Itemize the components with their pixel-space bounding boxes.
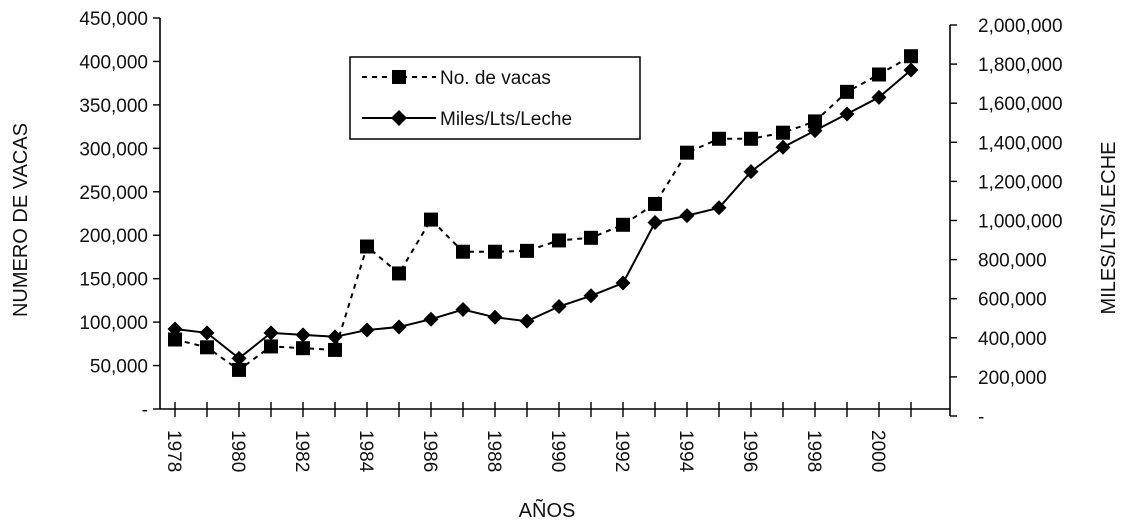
vacas-point	[296, 341, 310, 356]
x-ticks: 1978 1980 1982 1984 1986 1988 1990 1992 1994 1996…	[163, 402, 912, 473]
right-y-tick-label: -	[978, 407, 984, 428]
vacas-point	[904, 49, 918, 64]
leche-point	[487, 309, 503, 325]
leche-point	[199, 325, 215, 341]
right-y-tick-label: 800,000	[978, 251, 1047, 272]
x-tick-label: 1996	[739, 430, 760, 472]
right-y-tick-label: 1,400,000	[978, 133, 1063, 154]
vacas-point	[872, 67, 886, 82]
vacas-point	[232, 362, 246, 377]
vacas-point	[328, 342, 342, 357]
leche-point	[455, 301, 471, 317]
leche-point	[711, 200, 727, 216]
left-y-tick-label: 200,000	[79, 226, 148, 247]
vacas-point	[456, 244, 470, 259]
legend-label-leche: Miles/Lts/Leche	[440, 109, 572, 130]
vacas-point	[360, 239, 374, 254]
leche-point	[615, 275, 631, 291]
x-tick-label: 2000	[867, 430, 888, 472]
leche-point	[423, 311, 439, 327]
vacas-point	[200, 340, 214, 355]
left-y-tick-label: 300,000	[79, 139, 148, 160]
right-y-ticks: - 200,000 400,000 600,000 800,000 1,000,000 1,…	[950, 16, 1063, 428]
x-tick-label: 1988	[483, 430, 504, 472]
x-tick-label: 1978	[163, 430, 184, 472]
x-tick-label: 1992	[611, 430, 632, 472]
legend: No. de vacas Miles/Lts/Leche	[349, 56, 641, 140]
leche-point	[391, 319, 407, 335]
left-y-tick-label: 50,000	[90, 357, 148, 378]
vacas-point	[776, 125, 790, 140]
right-y-tick-label: 1,000,000	[978, 212, 1063, 233]
vacas-point	[392, 266, 406, 281]
vacas-point	[712, 131, 726, 146]
legend-square-marker	[392, 70, 406, 84]
right-y-tick-label: 1,600,000	[978, 94, 1063, 115]
vacas-point	[808, 114, 822, 129]
x-tick-label: 1998	[803, 430, 824, 472]
right-y-tick-label: 400,000	[978, 329, 1047, 350]
right-y-tick-label: 200,000	[978, 368, 1047, 389]
leche-point	[647, 214, 663, 230]
right-y-tick-label: 600,000	[978, 290, 1047, 311]
leche-point	[871, 89, 887, 105]
vacas-point	[840, 84, 854, 99]
x-tick-label: 1994	[675, 430, 696, 473]
vacas-point	[584, 230, 598, 245]
x-tick-label: 1982	[291, 430, 312, 472]
leche-point	[807, 123, 823, 139]
x-tick-label: 1986	[419, 430, 440, 472]
leche-point	[167, 321, 183, 337]
x-tick-label: 1980	[227, 430, 248, 472]
left-y-tick-label: 350,000	[79, 96, 148, 117]
leche-point	[903, 62, 919, 78]
left-y-axis-title: NUMERO DE VACAS	[10, 123, 32, 317]
vacas-point	[488, 244, 502, 259]
vacas-point	[552, 233, 566, 248]
leche-point	[519, 313, 535, 329]
vacas-point	[648, 196, 662, 211]
vacas-point	[168, 332, 182, 347]
leche-point	[679, 208, 695, 224]
vacas-point	[680, 145, 694, 160]
leche-point	[775, 139, 791, 155]
vacas-point	[520, 243, 534, 258]
x-tick-label: 1990	[547, 430, 568, 472]
left-y-tick-label: 400,000	[79, 52, 148, 73]
leche-point	[583, 288, 599, 304]
leche-point	[327, 329, 343, 345]
left-y-tick-label: 100,000	[79, 313, 148, 334]
vacas-point	[264, 339, 278, 354]
vacas-point	[424, 212, 438, 227]
leche-point	[263, 325, 279, 341]
vacas-point	[744, 131, 758, 146]
leche-point	[359, 322, 375, 338]
legend-label-vacas: No. de vacas	[440, 68, 551, 89]
left-y-ticks: - 50,000 100,000 150,000 200,000 250,000 300,0…	[79, 9, 160, 421]
leche-point	[839, 106, 855, 122]
x-axis-title: AÑOS	[519, 498, 576, 522]
left-y-tick-label: -	[142, 400, 148, 421]
right-y-axis-title: MILES/LTS/LECHE	[1098, 141, 1120, 314]
right-y-tick-label: 2,000,000	[978, 16, 1063, 37]
right-y-tick-label: 1,800,000	[978, 55, 1063, 76]
leche-point	[231, 350, 247, 366]
leche-point	[551, 299, 567, 315]
legend-diamond-marker	[391, 110, 407, 126]
right-y-tick-label: 1,200,000	[978, 172, 1063, 193]
left-y-tick-label: 250,000	[79, 183, 148, 204]
left-y-tick-label: 150,000	[79, 270, 148, 291]
vacas-point	[616, 217, 630, 232]
leche-point	[295, 327, 311, 343]
leche-point	[743, 164, 759, 180]
series-layer	[167, 49, 919, 377]
left-y-tick-label: 450,000	[79, 9, 148, 30]
x-tick-label: 1984	[355, 430, 376, 473]
